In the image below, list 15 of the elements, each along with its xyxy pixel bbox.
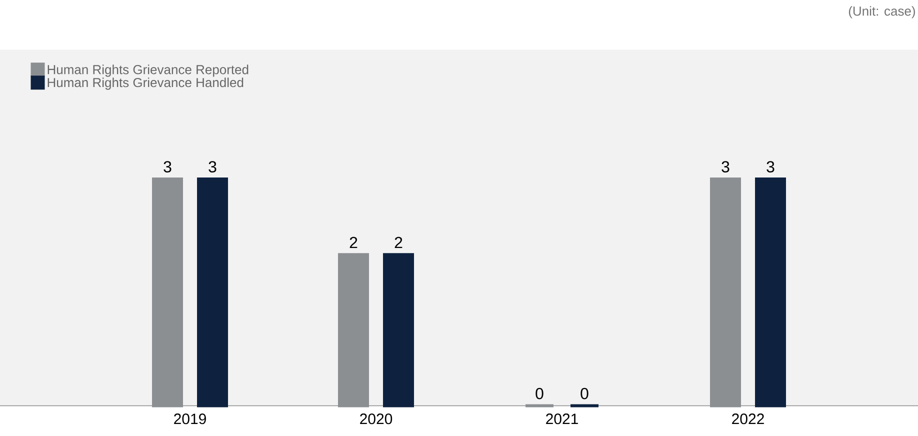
legend-label: Human Rights Grievance Handled — [48, 78, 244, 90]
x-tick-label: 2022 — [732, 414, 764, 424]
data-label: 0 — [580, 388, 588, 400]
x-tick-label: 2020 — [360, 414, 392, 424]
data-label: 3 — [766, 161, 774, 172]
legend-label: Human Rights Grievance Reported — [48, 64, 248, 77]
data-label: 2 — [350, 236, 358, 248]
x-tick-label: 2021 — [546, 414, 578, 424]
data-label: 0 — [536, 388, 544, 400]
data-label: 3 — [722, 161, 730, 172]
data-label: 3 — [208, 161, 216, 172]
text: (Unit: case) — [848, 6, 915, 18]
data-label: 3 — [164, 161, 172, 172]
data-label: 2 — [394, 236, 402, 248]
x-tick-label: 2019 — [174, 414, 206, 424]
